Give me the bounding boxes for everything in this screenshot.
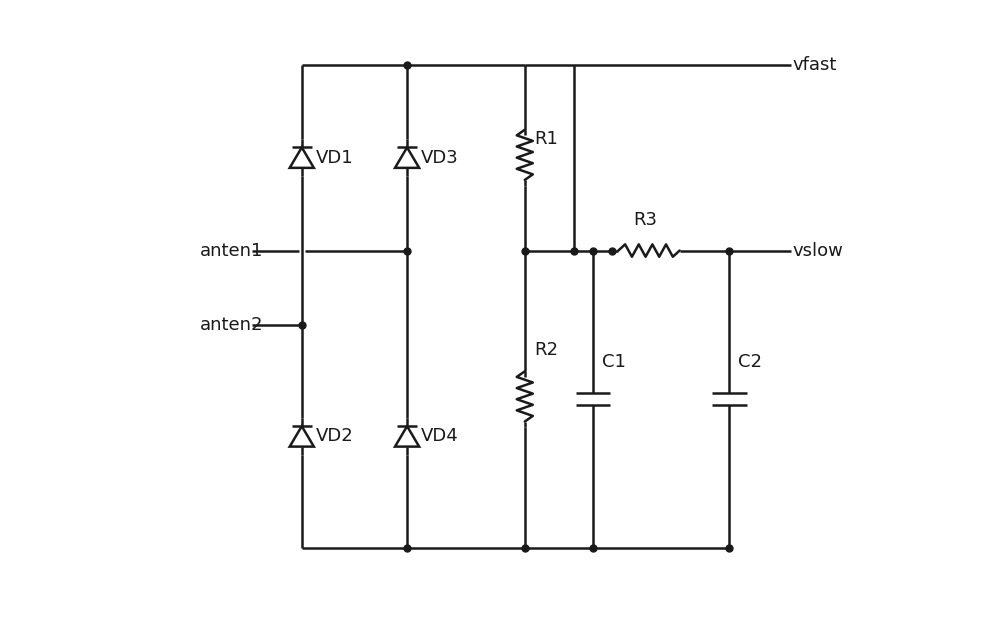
Text: C1: C1: [602, 353, 626, 371]
Text: VD2: VD2: [315, 428, 353, 446]
Text: vslow: vslow: [792, 241, 843, 259]
Text: R2: R2: [534, 341, 558, 359]
Text: VD3: VD3: [421, 149, 458, 167]
Text: R3: R3: [634, 211, 658, 229]
Text: R1: R1: [534, 130, 558, 148]
Text: C2: C2: [738, 353, 762, 371]
Text: VD4: VD4: [421, 428, 458, 446]
Text: anten2: anten2: [200, 316, 263, 334]
Text: vfast: vfast: [792, 56, 837, 74]
Text: anten1: anten1: [200, 241, 263, 259]
Text: VD1: VD1: [315, 149, 353, 167]
